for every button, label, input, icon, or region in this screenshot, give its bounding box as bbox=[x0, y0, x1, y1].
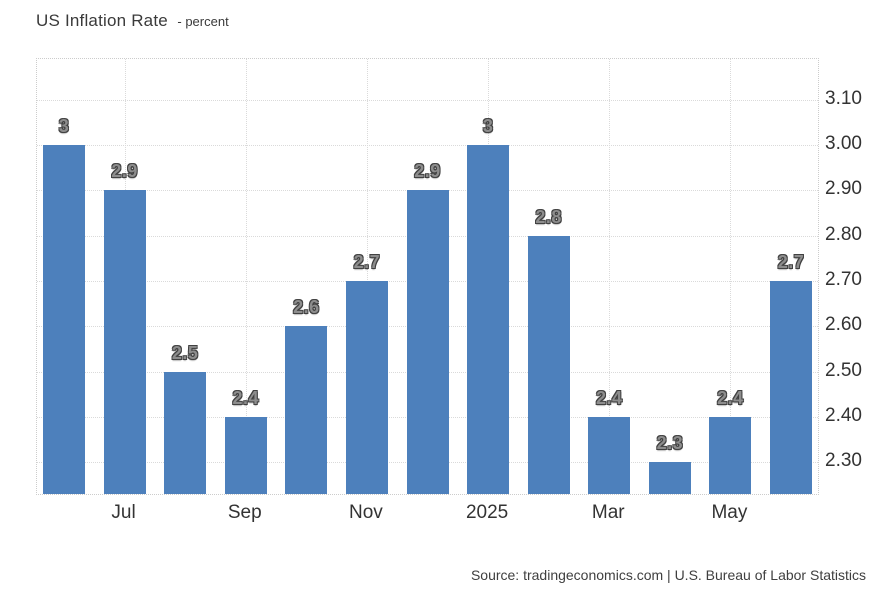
bar[interactable] bbox=[406, 190, 449, 494]
y-tick-label: 2.30 bbox=[825, 450, 862, 472]
bar-value-label: 2.4 bbox=[595, 387, 623, 408]
y-tick-label: 2.90 bbox=[825, 178, 862, 200]
y-tick-label: 2.80 bbox=[825, 223, 862, 245]
bar[interactable] bbox=[43, 145, 85, 494]
bar-value-label: 3 bbox=[58, 116, 70, 137]
y-tick-label: 3.10 bbox=[825, 87, 862, 109]
plot-area: 3 2.9 2.5 2.4 2.6 2.7 2.9 3 2.8 2.4 2.3 2.4 2.7 bbox=[36, 58, 819, 495]
bar-value-label: 2.9 bbox=[111, 161, 138, 182]
bar-value-label: 2.7 bbox=[777, 252, 805, 273]
bar[interactable] bbox=[345, 281, 388, 494]
chart-header: US Inflation Rate - percent bbox=[36, 11, 229, 31]
bar[interactable] bbox=[103, 190, 146, 494]
x-gridline bbox=[366, 59, 368, 494]
y-gridline bbox=[37, 99, 818, 101]
x-gridline bbox=[730, 59, 732, 494]
bar[interactable] bbox=[770, 281, 812, 494]
bar-value-label: 2.8 bbox=[535, 206, 562, 227]
bar[interactable] bbox=[224, 416, 267, 494]
source-text: Source: tradingeconomics.com | U.S. Bure… bbox=[470, 567, 866, 583]
y-tick-label: 2.40 bbox=[825, 404, 862, 426]
y-gridline bbox=[37, 145, 818, 147]
x-gridline bbox=[245, 59, 247, 494]
bar-value-label: 2.4 bbox=[232, 387, 260, 408]
bar-value-label: 2.3 bbox=[656, 433, 684, 454]
y-tick-label: 2.60 bbox=[825, 314, 862, 336]
x-tick-label: Nov bbox=[349, 502, 383, 523]
x-tick-label: Jul bbox=[111, 502, 136, 523]
y-tick-label: 3.00 bbox=[825, 133, 862, 155]
y-tick-label: 2.70 bbox=[825, 269, 862, 291]
x-gridline bbox=[609, 59, 611, 494]
x-tick-label: May bbox=[711, 502, 748, 523]
bar-value-label: 2.7 bbox=[353, 252, 381, 273]
bar[interactable] bbox=[467, 145, 510, 494]
bar-value-label: 2.6 bbox=[293, 297, 320, 318]
x-tick-label: Sep bbox=[227, 502, 262, 523]
chart-title: US Inflation Rate bbox=[36, 11, 168, 30]
bar[interactable] bbox=[164, 371, 207, 494]
bar[interactable] bbox=[588, 416, 631, 494]
chart-subtitle: - percent bbox=[177, 14, 229, 29]
bar[interactable] bbox=[709, 416, 752, 494]
x-tick-label: Mar bbox=[591, 502, 625, 523]
bar[interactable] bbox=[527, 235, 570, 494]
bar-value-label: 3 bbox=[482, 116, 494, 137]
bar-value-label: 2.4 bbox=[717, 387, 744, 408]
bar[interactable] bbox=[648, 462, 691, 494]
bar-value-label: 2.9 bbox=[414, 161, 441, 182]
x-tick-label: 2025 bbox=[465, 502, 509, 523]
bar-value-label: 2.5 bbox=[171, 342, 199, 363]
y-tick-label: 2.50 bbox=[825, 359, 862, 381]
bar[interactable] bbox=[285, 326, 328, 494]
